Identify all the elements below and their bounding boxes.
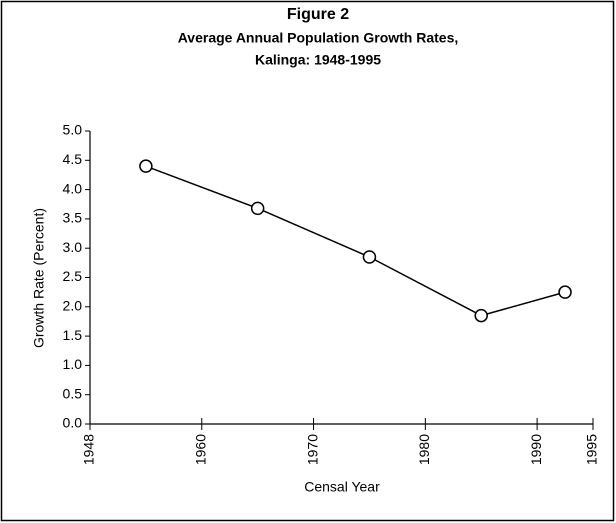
chart-title: Figure 2 xyxy=(287,6,349,23)
chart-subtitle: Kalinga: 1948-1995 xyxy=(255,52,381,68)
x-tick-label: 1970 xyxy=(304,434,320,465)
y-tick-label: 0.5 xyxy=(63,385,83,401)
y-tick-label: 2.5 xyxy=(63,268,83,284)
x-tick-label: 1980 xyxy=(416,434,432,465)
x-tick-label: 1960 xyxy=(192,434,208,465)
y-tick-label: 1.5 xyxy=(63,327,83,343)
y-axis-label: Growth Rate (Percent) xyxy=(31,208,47,348)
marker xyxy=(250,201,265,216)
x-axis-label: Censal Year xyxy=(304,479,380,495)
y-tick-label: 3.5 xyxy=(63,210,83,226)
marker xyxy=(362,250,377,264)
x-tick-label: 1990 xyxy=(528,434,544,465)
marker xyxy=(558,285,572,299)
y-tick-label: 3.0 xyxy=(63,239,83,255)
y-tick-label: 5.0 xyxy=(63,122,83,138)
y-tick-label: 1.0 xyxy=(63,356,83,372)
x-tick-label: 1995 xyxy=(584,434,600,465)
y-tick-label: 4.0 xyxy=(63,180,83,196)
y-tick-label: 0.0 xyxy=(63,415,83,431)
x-tick-label: 1948 xyxy=(81,434,97,465)
marker xyxy=(139,159,153,173)
chart-subtitle: Average Annual Population Growth Rates, xyxy=(178,30,459,46)
y-tick-label: 4.5 xyxy=(63,151,83,167)
marker xyxy=(474,308,488,323)
y-tick-label: 2.0 xyxy=(63,298,83,314)
